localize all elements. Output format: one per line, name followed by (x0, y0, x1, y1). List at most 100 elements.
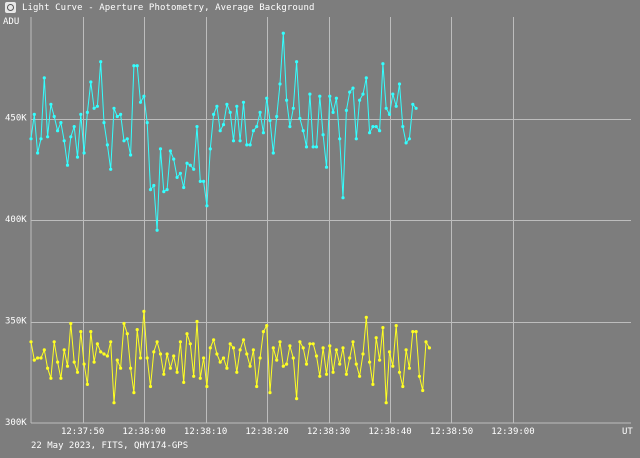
x-tick-label: 12:38:30 (307, 427, 350, 437)
data-point (46, 135, 50, 139)
data-point (65, 364, 70, 368)
data-point (182, 185, 186, 190)
data-point (175, 370, 179, 374)
data-point (202, 356, 206, 360)
data-point (188, 342, 192, 346)
x-tick-label: 12:38:10 (184, 427, 227, 437)
data-point (321, 346, 325, 350)
data-point (135, 64, 139, 68)
series-line (30, 311, 430, 403)
data-point (32, 112, 36, 116)
data-point (142, 309, 146, 313)
data-point (145, 121, 149, 125)
data-point (69, 321, 73, 326)
data-point (318, 94, 322, 98)
data-point (95, 342, 99, 346)
data-point (238, 139, 242, 143)
x-tick-label: 12:37:50 (61, 427, 104, 437)
data-point (241, 338, 246, 342)
data-point (85, 382, 89, 386)
data-point (291, 356, 295, 360)
data-point (397, 82, 402, 86)
data-point (109, 340, 113, 344)
data-point (62, 139, 66, 143)
y-tick-label: 450K (5, 114, 27, 124)
data-point (411, 102, 415, 106)
data-point (109, 167, 113, 171)
x-tick-label: 12:38:20 (245, 427, 288, 437)
data-point (258, 356, 262, 360)
data-point (36, 356, 40, 360)
data-point (79, 112, 83, 116)
data-point (285, 98, 289, 102)
data-point (401, 125, 405, 129)
data-point (358, 374, 362, 378)
data-point (364, 76, 368, 80)
data-point (414, 106, 418, 110)
data-point (268, 118, 272, 123)
data-point (421, 388, 425, 393)
x-tick-label: 12:39:00 (491, 427, 534, 437)
data-point (271, 346, 275, 350)
data-point (384, 106, 388, 110)
data-point (338, 362, 342, 366)
data-point (168, 149, 172, 153)
data-point (368, 360, 372, 364)
y-tick-label: 400K (5, 215, 27, 225)
x-tick-label: 12:38:40 (368, 427, 411, 437)
series-2 (29, 309, 431, 405)
data-point (122, 139, 126, 143)
data-point (132, 64, 136, 68)
data-point (112, 401, 116, 405)
data-point (165, 352, 169, 356)
data-point (304, 145, 309, 149)
x-tick-label: 12:38:50 (430, 427, 473, 437)
data-point (215, 104, 219, 108)
x-axis-label: UT (622, 427, 633, 437)
data-point (49, 376, 53, 380)
data-point (122, 321, 126, 326)
data-point (278, 82, 282, 86)
data-point (75, 370, 80, 374)
data-point (351, 86, 355, 90)
data-point (245, 143, 249, 147)
data-point (235, 104, 239, 108)
data-point (275, 358, 279, 362)
data-point (341, 196, 345, 200)
data-point (235, 370, 239, 374)
data-point (351, 340, 355, 344)
data-point (221, 123, 226, 127)
data-point (115, 114, 119, 119)
app-icon[interactable] (5, 2, 16, 13)
y-tick-label: 350K (5, 317, 27, 327)
data-point (129, 153, 133, 157)
data-point (125, 137, 129, 141)
data-point (102, 352, 106, 356)
data-point (288, 344, 292, 348)
data-point (314, 354, 319, 358)
data-point (112, 106, 116, 110)
data-point (168, 366, 172, 370)
data-point (231, 139, 236, 143)
data-point (301, 129, 305, 133)
data-point (331, 110, 335, 114)
data-point (334, 348, 338, 352)
data-point (404, 141, 408, 145)
data-point (205, 204, 209, 208)
data-point (218, 360, 222, 364)
x-tick-labels: 12:37:50 12:38:00 12:38:10 12:38:20 12:38:30… (61, 427, 535, 437)
data-point (281, 31, 285, 35)
data-point (378, 129, 382, 133)
data-point (185, 161, 189, 165)
data-point (228, 110, 232, 114)
data-point (417, 374, 421, 378)
data-point (314, 145, 319, 149)
data-point (138, 356, 143, 360)
data-point (72, 360, 76, 364)
data-point (387, 350, 392, 354)
data-point (99, 350, 103, 354)
data-point (152, 350, 156, 354)
data-point (384, 401, 388, 405)
data-point (304, 362, 309, 366)
